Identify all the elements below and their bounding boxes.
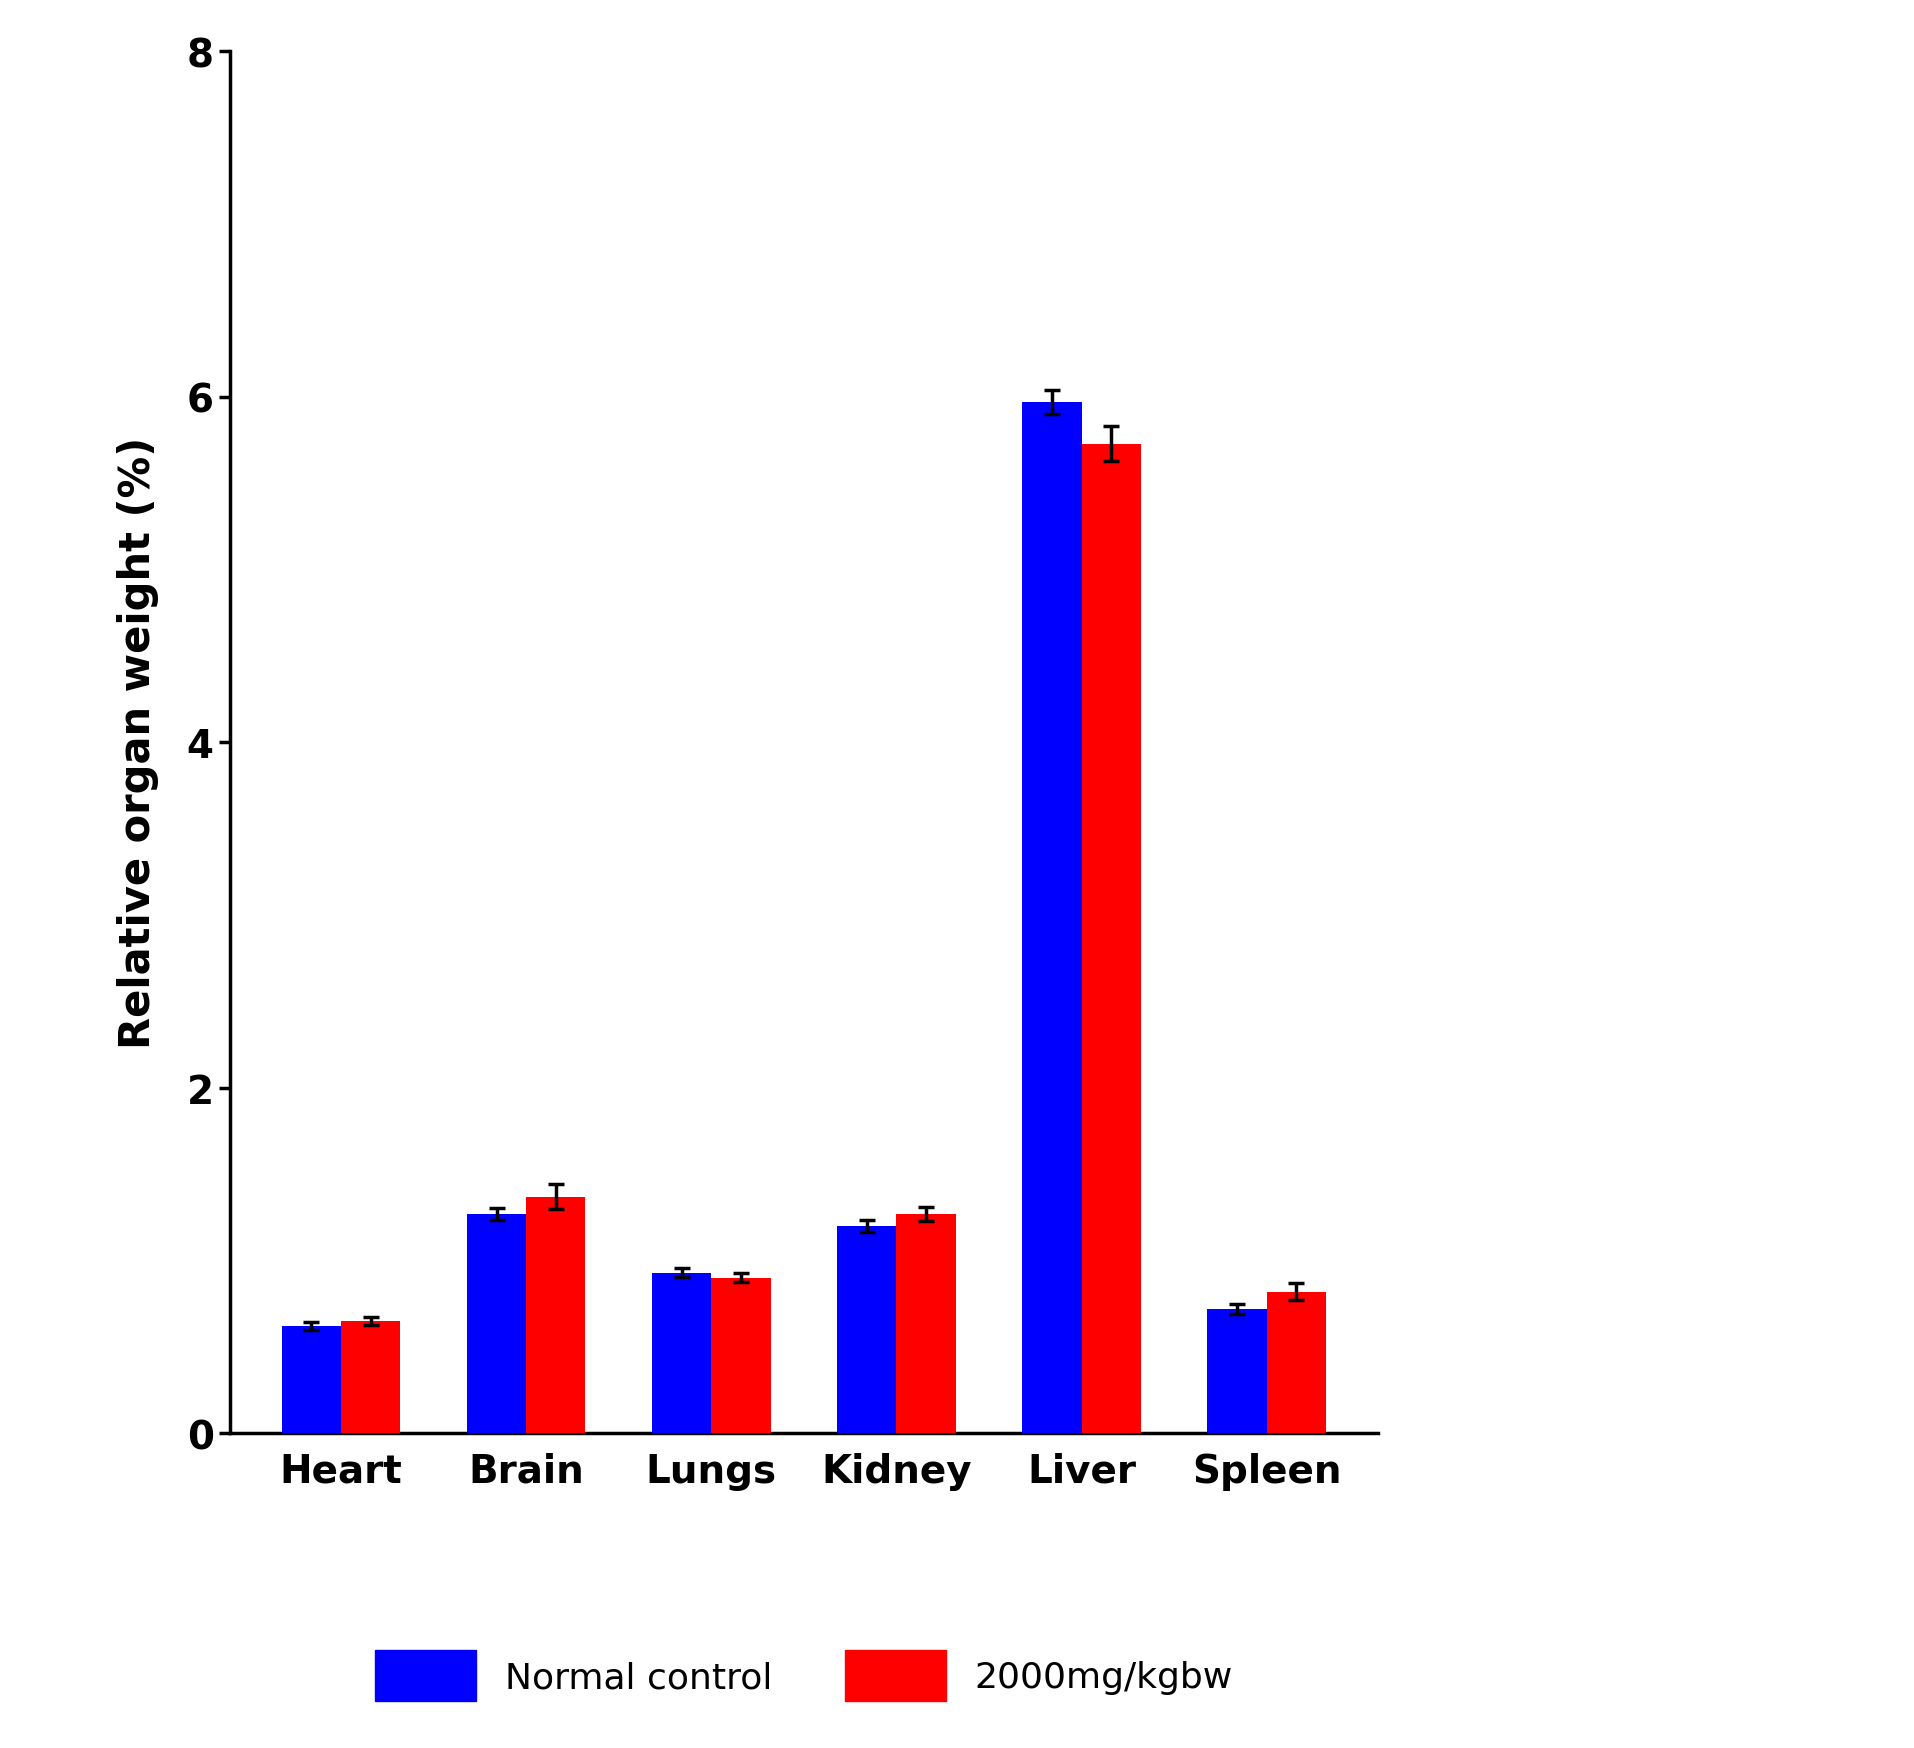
- Legend: Normal control, 2000mg/kgbw: Normal control, 2000mg/kgbw: [356, 1633, 1252, 1718]
- Bar: [836, 1227, 896, 1433]
- Bar: [1208, 1309, 1267, 1433]
- Bar: [467, 1215, 526, 1433]
- Y-axis label: Relative organ weight (%): Relative organ weight (%): [117, 437, 159, 1049]
- Bar: [1267, 1292, 1326, 1433]
- Bar: [712, 1278, 771, 1433]
- Bar: [526, 1197, 586, 1433]
- Bar: [281, 1327, 341, 1433]
- Bar: [896, 1215, 955, 1433]
- Bar: [653, 1273, 712, 1433]
- Bar: [1081, 444, 1141, 1433]
- Bar: [341, 1321, 400, 1433]
- Bar: [1022, 402, 1081, 1433]
